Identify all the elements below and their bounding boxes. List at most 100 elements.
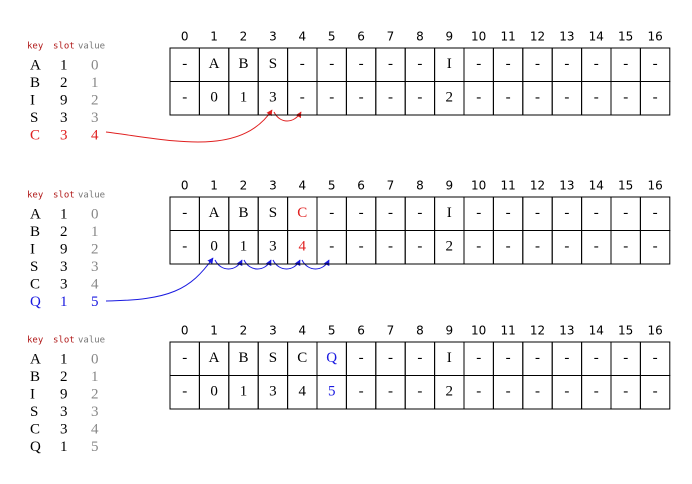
legend-slot-header: slot — [53, 191, 75, 201]
legend-slot: 3 — [60, 276, 68, 292]
legend-value: 1 — [91, 224, 99, 240]
table-cell — [639, 230, 671, 265]
cell-text: B — [238, 205, 248, 221]
legend-slot: 3 — [60, 110, 68, 126]
legend-value-header: value — [78, 336, 105, 346]
cell-text: - — [417, 205, 422, 221]
legend-key: B — [30, 369, 40, 385]
column-index: 3 — [269, 324, 277, 338]
cell-text: - — [535, 205, 540, 221]
legend-key: C — [30, 276, 40, 292]
cell-text: - — [506, 239, 511, 255]
column-index: 15 — [618, 324, 633, 338]
column-index: 10 — [471, 30, 486, 44]
column-index: 15 — [618, 30, 633, 44]
cell-text: I — [447, 56, 452, 72]
legend-value: 4 — [91, 421, 99, 437]
cell-text: - — [476, 384, 481, 400]
legend-value: 5 — [91, 294, 99, 310]
cell-text: - — [182, 350, 187, 366]
legend-key: I — [30, 92, 35, 108]
cell-text: - — [417, 56, 422, 72]
legend-key: Q — [30, 294, 41, 310]
column-index: 8 — [416, 179, 424, 193]
cell-text: - — [417, 90, 422, 106]
legend-value: 3 — [91, 404, 99, 420]
cell-text: - — [564, 205, 569, 221]
legend-slot: 2 — [60, 75, 68, 91]
legend-key: Q — [30, 439, 41, 455]
column-index: 2 — [240, 30, 248, 44]
cell-text: A — [209, 56, 220, 72]
cell-text: - — [476, 90, 481, 106]
cell-text: A — [209, 350, 220, 366]
cell-text: - — [506, 350, 511, 366]
column-index: 7 — [387, 30, 395, 44]
cell-text: - — [623, 350, 628, 366]
column-index: 16 — [647, 324, 662, 338]
cell-text: - — [535, 56, 540, 72]
cell-text: - — [653, 205, 658, 221]
cell-text: - — [653, 239, 658, 255]
cell-text: I — [447, 205, 452, 221]
probe-arrows-blue — [105, 257, 330, 302]
cell-text: - — [535, 239, 540, 255]
column-index: 2 — [240, 179, 248, 193]
cell-text: - — [564, 90, 569, 106]
cell-text: - — [564, 56, 569, 72]
legend-slot: 9 — [60, 241, 68, 257]
legend-key: C — [30, 127, 40, 143]
column-index: 1 — [210, 324, 218, 338]
cell-text: - — [329, 56, 334, 72]
legend-key-header: key — [27, 42, 44, 52]
cell-text: - — [594, 56, 599, 72]
legend-key: I — [30, 386, 35, 402]
cell-text: - — [182, 56, 187, 72]
legend-slot-header: slot — [53, 336, 75, 346]
legend-key: I — [30, 241, 35, 257]
cell-text: 0 — [210, 90, 218, 106]
legend-slot: 1 — [60, 439, 68, 455]
cell-text: S — [269, 56, 277, 72]
cell-text: - — [359, 384, 364, 400]
column-index: 11 — [500, 179, 515, 193]
cell-text: - — [623, 239, 628, 255]
column-index: 3 — [269, 30, 277, 44]
cell-text: - — [476, 56, 481, 72]
column-index: 13 — [559, 324, 574, 338]
cell-text: - — [182, 205, 187, 221]
legend-key: C — [30, 421, 40, 437]
cell-text: - — [329, 205, 334, 221]
cell-text: - — [535, 384, 540, 400]
cell-text: S — [269, 350, 277, 366]
cell-text: 1 — [240, 239, 248, 255]
column-index: 13 — [559, 179, 574, 193]
legend-slot-header: slot — [53, 42, 75, 52]
legend-slot: 1 — [60, 57, 68, 73]
cell-text: - — [388, 384, 393, 400]
column-index: 9 — [445, 179, 453, 193]
column-index: 7 — [387, 179, 395, 193]
cell-text: - — [506, 384, 511, 400]
table-cell — [639, 81, 671, 116]
column-index: 12 — [530, 179, 545, 193]
cell-text: - — [506, 90, 511, 106]
cell-text: - — [564, 384, 569, 400]
cell-text: - — [594, 205, 599, 221]
cell-text: - — [359, 205, 364, 221]
column-index: 14 — [589, 324, 604, 338]
table-cell — [639, 375, 671, 410]
legend-value: 1 — [91, 75, 99, 91]
cell-text: - — [182, 90, 187, 106]
cell-text: - — [623, 384, 628, 400]
legend-key: B — [30, 75, 40, 91]
cell-text: - — [417, 384, 422, 400]
cell-text: - — [594, 350, 599, 366]
cell-text: - — [417, 350, 422, 366]
cell-text: - — [653, 350, 658, 366]
cell-text: - — [329, 90, 334, 106]
column-index: 2 — [240, 324, 248, 338]
column-index: 0 — [181, 30, 189, 44]
cell-text: - — [388, 56, 393, 72]
